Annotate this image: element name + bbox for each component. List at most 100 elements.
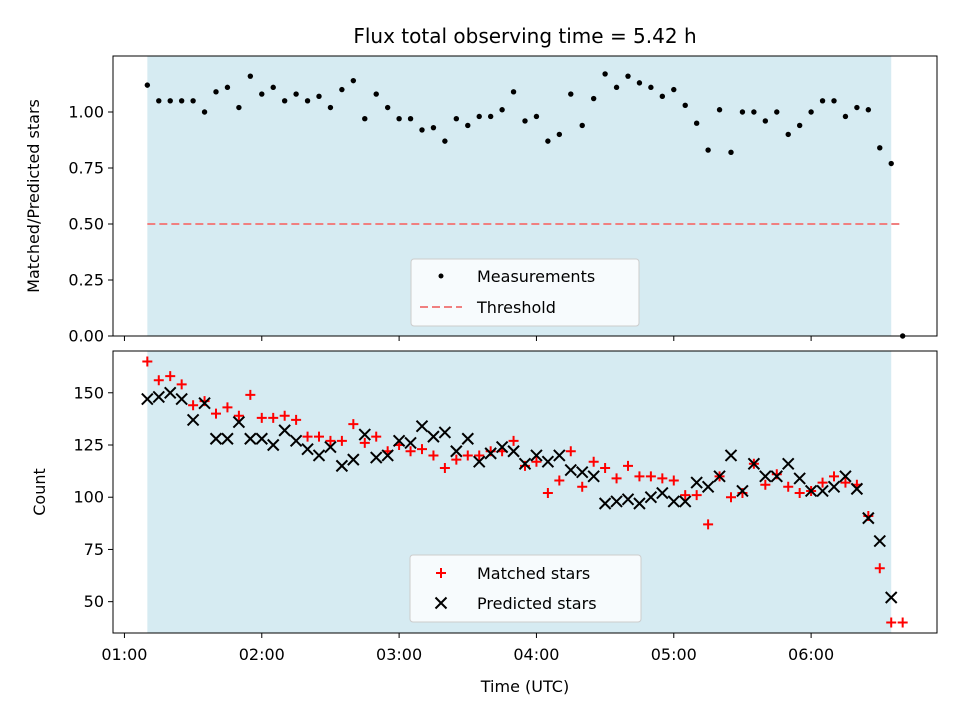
- predicted-star-point: [679, 495, 692, 508]
- measurement-point: [739, 109, 746, 115]
- measurement-point: [545, 138, 551, 144]
- measurement-point: [648, 84, 654, 91]
- measurement-point: [716, 107, 723, 113]
- predicted-star-point: [278, 424, 291, 437]
- measurement-point: [865, 107, 872, 113]
- predicted-star-point: [267, 438, 280, 452]
- bottom-x-tick-label: 06:00: [788, 645, 834, 664]
- matched-star-point: [417, 444, 427, 455]
- predicted-star-point: [507, 445, 520, 458]
- measurement-point: [556, 131, 563, 138]
- measurement-point: [304, 98, 311, 104]
- measurement-point: [373, 91, 379, 97]
- measurement-point: [774, 109, 780, 115]
- matched-star-point: [462, 450, 473, 461]
- measurement-point: [590, 95, 597, 102]
- bottom-y-ticks: 50 75 100 125 150: [73, 383, 113, 611]
- measurement-point: [659, 93, 666, 100]
- top-y-tick-label: 1.00: [68, 103, 104, 122]
- matched-star-point: [405, 446, 416, 457]
- bottom-y-axis-label: Count: [30, 468, 49, 516]
- measurement-point: [407, 116, 414, 122]
- predicted-star-point: [473, 455, 486, 468]
- predicted-star-point: [690, 476, 703, 489]
- measurement-point: [316, 93, 322, 100]
- bottom-x-tick-label: 05:00: [651, 645, 697, 664]
- matched-star-point: [840, 477, 851, 488]
- legend-label-measurements: Measurements: [477, 267, 595, 286]
- predicted-star-point: [564, 463, 577, 477]
- measurement-point: [682, 102, 688, 108]
- matched-star-point: [348, 419, 359, 430]
- measurement-point: [201, 109, 208, 115]
- bottom-x-ticks: 01:00 02:00 03:00 04:00 05:00 06:00: [101, 633, 834, 664]
- measurement-point: [819, 98, 826, 104]
- matched-star-point: [359, 437, 370, 448]
- predicted-star-point: [164, 386, 177, 399]
- matched-star-point: [691, 490, 702, 501]
- measurement-point: [671, 86, 677, 93]
- measurement-point: [808, 109, 814, 115]
- predicted-star-point: [312, 449, 326, 462]
- predicted-star-point: [850, 482, 864, 496]
- predicted-star-point: [701, 480, 715, 493]
- top-y-ticks: 0.00 0.25 0.50 0.75 1.00: [68, 103, 113, 346]
- predicted-star-point: [724, 449, 738, 462]
- predicted-star-point: [862, 511, 875, 525]
- measurement-point: [785, 131, 791, 138]
- matched-star-point: [760, 479, 771, 490]
- measurement-point: [281, 98, 288, 104]
- top-plot-frame: [112, 55, 938, 337]
- measurement-point: [419, 127, 425, 133]
- top-y-axis-label: Matched/Predicted stars: [24, 99, 43, 293]
- measurement-point: [465, 122, 471, 129]
- bottom-x-tick-label: 04:00: [513, 645, 559, 664]
- predicted-star-point: [621, 493, 635, 506]
- matched-star-point: [611, 473, 622, 484]
- top-legend: Measurements Threshold: [410, 258, 640, 327]
- measurement-point: [510, 89, 517, 95]
- predicted-star-point: [335, 459, 349, 473]
- predicted-star-point: [736, 484, 749, 498]
- predicted-star-point: [289, 434, 303, 448]
- predicted-star-point: [656, 486, 669, 500]
- legend-marker-predicted-stars: [434, 596, 448, 610]
- predicted-star-point: [324, 440, 337, 454]
- predicted-star-point: [244, 432, 257, 445]
- measurement-point: [430, 124, 437, 131]
- matched-star-point: [577, 481, 588, 492]
- predicted-star-point: [530, 449, 543, 462]
- measurement-point: [831, 98, 837, 104]
- measurement-points: [144, 71, 906, 339]
- measurement-point: [762, 118, 769, 124]
- measurement-point: [613, 84, 620, 91]
- measurement-point: [144, 82, 151, 88]
- predicted-star-point: [461, 432, 474, 445]
- matched-star-point: [874, 563, 885, 574]
- matched-star-point: [371, 431, 382, 442]
- bottom-legend: Matched stars Predicted stars: [409, 554, 642, 623]
- measurement-point: [796, 122, 803, 129]
- predicted-star-point: [438, 426, 452, 439]
- measurement-point: [888, 160, 894, 167]
- matched-star-point: [726, 492, 736, 503]
- matched-star-point: [142, 356, 153, 367]
- matched-star-point: [897, 617, 908, 628]
- matched-star-point: [314, 431, 324, 442]
- legend-cross-glyph: [434, 596, 448, 610]
- matched-star-point: [451, 454, 462, 465]
- predicted-star-point: [804, 484, 818, 498]
- predicted-star-point: [873, 534, 886, 548]
- predicted-star-point: [827, 480, 841, 493]
- legend-label-predicted-stars: Predicted stars: [477, 594, 597, 613]
- measurement-point: [854, 104, 860, 111]
- matched-star-point: [245, 389, 256, 400]
- bottom-y-tick-label: 100: [73, 488, 104, 507]
- measurement-point: [350, 77, 357, 84]
- predicted-star-point: [141, 392, 154, 406]
- measurement-point: [705, 147, 711, 153]
- bottom-plot-frame: [112, 350, 938, 634]
- matched-star-point: [623, 460, 633, 471]
- predicted-star-point: [358, 428, 371, 441]
